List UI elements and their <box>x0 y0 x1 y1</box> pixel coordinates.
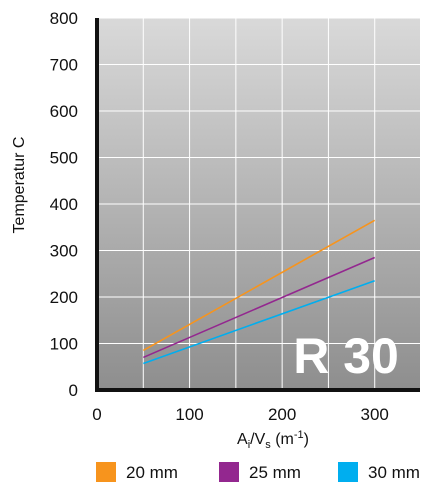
y-tick-label-6: 600 <box>50 102 78 121</box>
r30-annotation: R 30 <box>293 328 399 384</box>
legend-swatch-3 <box>338 462 358 482</box>
y-tick-label-7: 700 <box>50 56 78 75</box>
legend-label-1: 20 mm <box>126 463 178 482</box>
y-tick-label-8: 800 <box>50 9 78 28</box>
legend-label-2: 25 mm <box>249 463 301 482</box>
x-axis-title: Ai/Vs (m-1) <box>237 429 309 451</box>
series-line-2 <box>142 256 376 359</box>
y-tick-label-5: 500 <box>50 149 78 168</box>
y-tick-label-1: 100 <box>50 335 78 354</box>
legend-label-3: 30 mm <box>368 463 420 482</box>
y-tick-label-0: 0 <box>69 381 78 400</box>
series-lines <box>142 219 376 365</box>
y-tick-label-4: 400 <box>50 195 78 214</box>
x-tick-label-3: 300 <box>361 405 389 424</box>
x-tick-label-2: 200 <box>268 405 296 424</box>
series-line-3 <box>143 279 375 365</box>
y-tick-label-3: 300 <box>50 242 78 261</box>
legend-swatch-1 <box>96 462 116 482</box>
legend: 20 mm 25 mm 30 mm <box>96 462 420 482</box>
x-tick-label-0: 0 <box>92 405 101 424</box>
series-line-1 <box>142 219 376 352</box>
legend-swatch-2 <box>219 462 239 482</box>
x-tick-label-1: 100 <box>175 405 203 424</box>
y-tick-label-2: 200 <box>50 288 78 307</box>
grid <box>97 17 421 390</box>
y-tick-labels: 0 100 200 300 400 500 600 700 800 <box>50 9 78 400</box>
y-axis-title: Temperatur C <box>11 137 28 234</box>
x-tick-labels: 0 100 200 300 <box>92 405 389 424</box>
